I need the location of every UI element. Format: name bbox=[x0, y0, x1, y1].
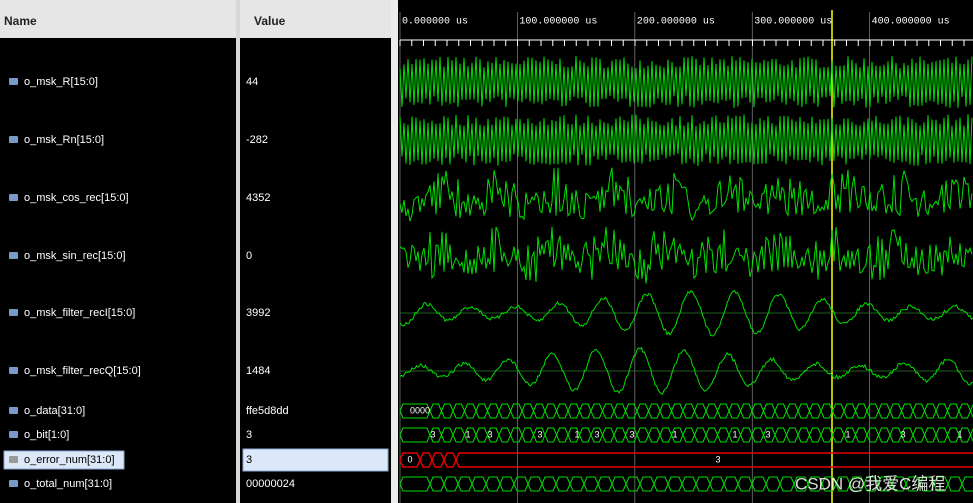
bus-label: 3 bbox=[487, 429, 492, 439]
signal-icon bbox=[9, 309, 18, 316]
signal-icon bbox=[9, 136, 18, 143]
analog-wave bbox=[399, 346, 973, 395]
signal-name[interactable]: o_msk_cos_rec[15:0] bbox=[24, 192, 129, 204]
bus-label: 3 bbox=[537, 429, 542, 439]
bus-segment bbox=[455, 452, 973, 468]
signal-name[interactable]: o_msk_sin_rec[15:0] bbox=[24, 250, 126, 262]
bus-label: 3 bbox=[715, 454, 720, 464]
signal-icon bbox=[9, 78, 18, 85]
bus-label: 1 bbox=[672, 429, 677, 439]
bus-label: 3 bbox=[629, 429, 634, 439]
splitter[interactable] bbox=[236, 0, 240, 503]
signal-value: -282 bbox=[246, 134, 268, 146]
value-header[interactable]: Value bbox=[254, 14, 286, 28]
time-tick-label: 100.000000 us bbox=[519, 17, 597, 28]
signal-value: 0 bbox=[246, 250, 252, 262]
signal-value: ffe5d8dd bbox=[246, 405, 289, 417]
bus-label: 1 bbox=[732, 429, 737, 439]
name-header-bg bbox=[0, 0, 236, 38]
bus-label: 3 bbox=[430, 429, 435, 439]
signal-value: 44 bbox=[246, 76, 258, 88]
signal-name[interactable]: o_bit[1:0] bbox=[24, 429, 69, 441]
bus-label: 3 bbox=[765, 429, 770, 439]
analog-wave bbox=[399, 55, 973, 108]
signal-value: 3992 bbox=[246, 307, 270, 319]
signal-name[interactable]: o_error_num[31:0] bbox=[24, 454, 115, 466]
signal-name[interactable]: o_msk_R[15:0] bbox=[24, 76, 98, 88]
bus-label: 0000 bbox=[410, 405, 430, 415]
bus-label: 1 bbox=[465, 429, 470, 439]
signal-icon bbox=[9, 194, 18, 201]
time-tick-label: 200.000000 us bbox=[637, 17, 715, 28]
analog-wave bbox=[399, 167, 973, 222]
signal-icon bbox=[9, 431, 18, 438]
watermark: CSDN @我爱C编程 bbox=[795, 474, 945, 493]
signal-value: 4352 bbox=[246, 192, 270, 204]
name-header[interactable]: Name bbox=[4, 14, 37, 28]
signal-icon bbox=[9, 367, 18, 374]
splitter[interactable] bbox=[391, 0, 398, 503]
signal-name[interactable]: o_msk_Rn[15:0] bbox=[24, 134, 104, 146]
signal-icon bbox=[9, 407, 18, 414]
signal-icon bbox=[9, 252, 18, 259]
signal-name[interactable]: o_data[31:0] bbox=[24, 405, 85, 417]
value-header-bg bbox=[240, 0, 391, 38]
bus-label: 3 bbox=[594, 429, 599, 439]
signal-name[interactable]: o_msk_filter_recI[15:0] bbox=[24, 307, 135, 319]
bus-label: 1 bbox=[574, 429, 579, 439]
bus-label: 1 bbox=[845, 429, 850, 439]
bus-label: 3 bbox=[900, 429, 905, 439]
selected-value-bg bbox=[242, 448, 389, 472]
signal-value: 00000024 bbox=[246, 478, 295, 490]
time-tick-label: 0.000000 us bbox=[402, 17, 468, 28]
selected-name-bg bbox=[3, 450, 125, 470]
analog-wave bbox=[399, 114, 973, 166]
signal-name[interactable]: o_total_num[31:0] bbox=[24, 478, 112, 490]
time-tick-label: 300.000000 us bbox=[754, 17, 832, 28]
signal-value: 1484 bbox=[246, 365, 270, 377]
bus-label: 1 bbox=[957, 429, 962, 439]
signal-icon bbox=[9, 480, 18, 487]
signal-icon bbox=[9, 456, 18, 463]
time-tick-label: 400.000000 us bbox=[872, 17, 950, 28]
analog-wave bbox=[399, 289, 973, 337]
signal-value: 3 bbox=[246, 454, 252, 466]
analog-wave bbox=[399, 226, 973, 284]
bus-label: 0 bbox=[407, 454, 412, 464]
bus-segment bbox=[961, 476, 973, 492]
signal-name[interactable]: o_msk_filter_recQ[15:0] bbox=[24, 365, 141, 377]
signal-value: 3 bbox=[246, 429, 252, 441]
